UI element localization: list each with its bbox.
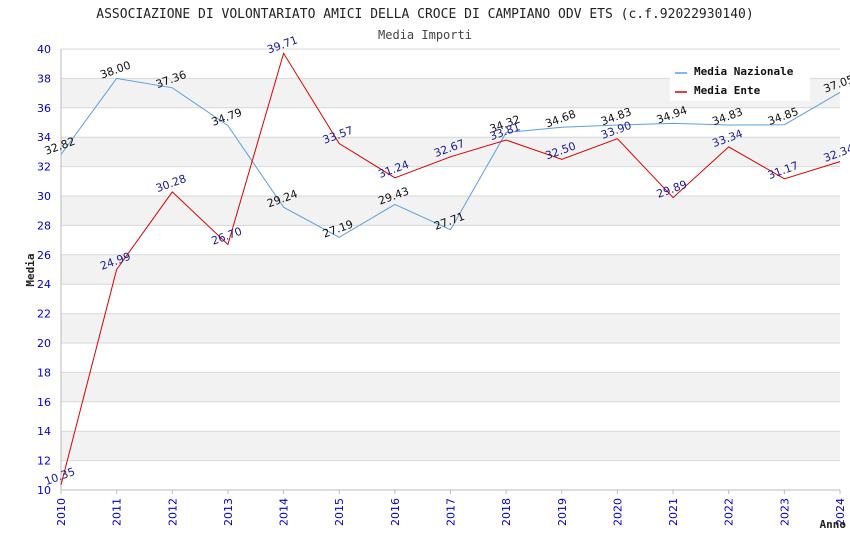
chart-subtitle: Media Importi [378, 28, 472, 42]
y-tick-label: 20 [37, 337, 51, 350]
y-tick-label: 38 [37, 72, 51, 85]
series-line-nazionale [60, 77, 841, 238]
y-tick-label: 16 [37, 396, 51, 409]
x-tick-label: 2024 [834, 498, 847, 526]
x-tick-label: 2012 [166, 498, 179, 526]
axes [60, 49, 841, 494]
x-tick-labels: 2010 2011 2012 2013 2014 2015 2016 2017 2018 2019… [55, 498, 847, 526]
grid-bands [61, 78, 840, 461]
x-tick-label: 2019 [556, 498, 569, 526]
y-tick-label: 34 [37, 131, 51, 144]
y-tick-label: 14 [37, 425, 51, 438]
x-tick-label: 2013 [222, 498, 235, 526]
legend-box [670, 61, 810, 101]
x-tick-label: 2023 [778, 498, 791, 526]
legend-label-nazionale: Media Nazionale [694, 65, 794, 78]
y-tick-label: 26 [37, 249, 51, 262]
legend: Media Nazionale Media Ente [670, 61, 810, 101]
grid-band [61, 196, 840, 226]
x-tick-label: 2015 [333, 498, 346, 526]
data-label-ente: 39.71 [265, 33, 299, 56]
series-lines [60, 52, 841, 486]
series-line-ente [60, 52, 841, 486]
data-label-ente: 10.35 [43, 465, 77, 488]
x-tick-label: 2010 [55, 498, 68, 526]
x-tick-label: 2021 [667, 498, 680, 526]
y-tick-label: 10 [37, 484, 51, 497]
x-tick-label: 2022 [723, 498, 736, 526]
data-label-ente: 30.28 [154, 172, 188, 195]
legend-label-ente: Media Ente [694, 84, 761, 97]
grid-band [61, 254, 840, 285]
x-tick-label: 2014 [278, 498, 291, 526]
y-tick-label: 30 [37, 190, 51, 203]
grid-band [61, 431, 840, 461]
data-label-ente: 26.70 [210, 225, 244, 248]
x-tick-label: 2020 [611, 498, 624, 526]
x-tick-label: 2011 [111, 498, 124, 526]
y-tick-label: 12 [37, 455, 51, 468]
y-tick-labels: 10 12 14 16 18 20 22 24 26 28 30 32 34 36 38 40 [37, 43, 51, 497]
y-tick-label: 32 [37, 161, 51, 174]
y-tick-label: 22 [37, 308, 51, 321]
chart-title: ASSOCIAZIONE DI VOLONTARIATO AMICI DELLA… [96, 7, 753, 22]
x-tick-label: 2016 [389, 498, 402, 526]
x-tick-label: 2018 [500, 498, 513, 526]
x-tick-label: 2017 [445, 498, 458, 526]
y-tick-label: 28 [37, 219, 51, 232]
y-tick-label: 18 [37, 366, 51, 379]
y-tick-label: 24 [37, 278, 51, 291]
grid-band [61, 313, 840, 343]
grid-band [61, 372, 840, 402]
y-tick-label: 36 [37, 102, 51, 115]
y-axis-label: Media [24, 253, 37, 286]
x-axis-label: Anno [820, 518, 847, 531]
grid-band [61, 137, 840, 167]
y-tick-label: 40 [37, 43, 51, 56]
